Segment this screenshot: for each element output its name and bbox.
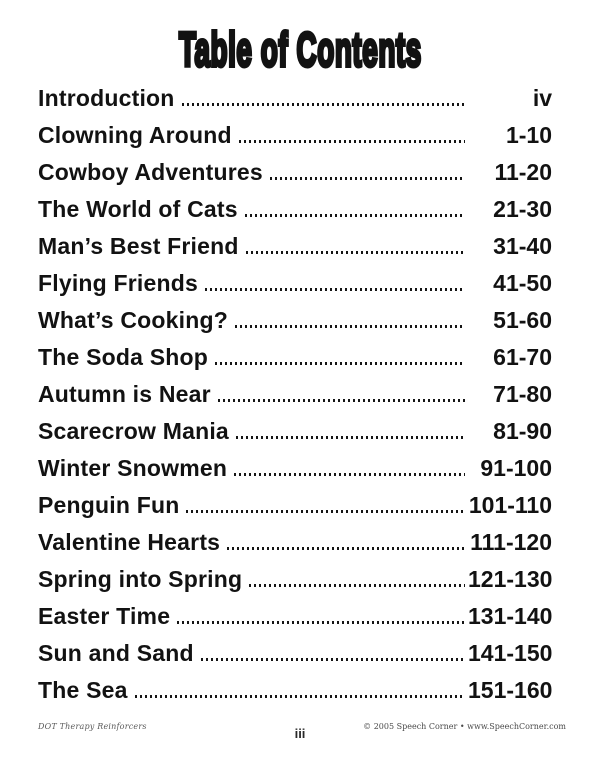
toc-entry-label: Spring into Spring (38, 566, 243, 592)
toc-entry-label: Easter Time (38, 603, 171, 629)
toc-entry-label: The Soda Shop (38, 344, 208, 370)
toc-entry-pages: 61-70 (493, 344, 552, 370)
toc-entry: Sun and Sand 141-150 (38, 640, 552, 677)
toc-entry-label: Autumn is Near (38, 381, 211, 407)
dot-leader (177, 621, 465, 624)
dot-leader (245, 251, 465, 254)
dot-leader (269, 177, 465, 180)
dot-leader (200, 658, 465, 661)
toc-entry-pages: 91-100 (480, 455, 552, 481)
toc-entry: The Sea 151-160 (38, 677, 552, 714)
dot-leader (235, 436, 465, 439)
dot-leader (186, 510, 465, 513)
toc-entry-pages: 71-80 (493, 381, 552, 407)
toc-entry-label: Winter Snowmen (38, 455, 228, 481)
toc-entry: Introduction iv (38, 85, 552, 122)
toc-entry: Autumn is Near 71-80 (38, 381, 552, 418)
dot-leader (227, 547, 465, 550)
toc-entry: Penguin Fun 101-110 (38, 492, 552, 529)
toc-entry-label: Penguin Fun (38, 492, 180, 518)
footer-book-title: DOT Therapy Reinforcers (38, 722, 147, 731)
dot-leader (134, 695, 465, 698)
toc-entry-pages: 121-130 (468, 566, 553, 592)
dot-leader (249, 584, 465, 587)
dot-leader (217, 399, 465, 402)
page-header: Table of Contents (0, 24, 600, 77)
dot-leader (234, 473, 465, 476)
toc-entry-pages: 131-140 (468, 603, 553, 629)
toc-entry: What’s Cooking? 51-60 (38, 307, 552, 344)
toc-entry-pages: 101-110 (468, 492, 552, 518)
toc-entry-pages: 141-150 (468, 640, 553, 666)
dot-leader (204, 288, 465, 291)
toc-entry: Man’s Best Friend 31-40 (38, 233, 552, 270)
toc-entry-label: Scarecrow Mania (38, 418, 229, 444)
toc-entry: Easter Time 131-140 (38, 603, 552, 640)
toc-entry-label: The Sea (38, 677, 128, 703)
dot-leader (234, 325, 465, 328)
dot-leader (215, 362, 465, 365)
toc-entry-pages: iv (532, 85, 552, 111)
toc-entry-pages: 31-40 (493, 233, 552, 259)
footer: DOT Therapy Reinforcers © 2005 Speech Co… (38, 722, 566, 731)
toc-entry: Spring into Spring 121-130 (38, 566, 552, 603)
toc-entry: Scarecrow Mania 81-90 (38, 418, 552, 455)
toc-entry-label: What’s Cooking? (38, 307, 228, 333)
toc-entry: Flying Friends 41-50 (38, 270, 552, 307)
toc-entry: Cowboy Adventures 11-20 (38, 159, 552, 196)
toc-entry: Valentine Hearts 111-120 (38, 529, 552, 566)
dot-leader (244, 214, 465, 217)
page-title: Table of Contents (177, 24, 422, 77)
toc-entry-label: The World of Cats (38, 196, 238, 222)
toc-list: Introduction iv Clowning Around 1-10 Cow… (38, 85, 552, 714)
toc-entry-pages: 21-30 (493, 196, 552, 222)
toc-entry-label: Man’s Best Friend (38, 233, 239, 259)
toc-entry: Clowning Around 1-10 (38, 122, 552, 159)
footer-copyright: © 2005 Speech Corner • www.SpeechCorner.… (363, 722, 566, 731)
toc-entry-pages: 51-60 (493, 307, 552, 333)
toc-entry-label: Sun and Sand (38, 640, 194, 666)
toc-entry-label: Flying Friends (38, 270, 198, 296)
toc-entry: The World of Cats 21-30 (38, 196, 552, 233)
toc-entry-label: Clowning Around (38, 122, 232, 148)
toc-entry-pages: 1-10 (505, 122, 552, 148)
toc-entry-pages: 81-90 (493, 418, 552, 444)
toc-entry-label: Introduction (38, 85, 175, 111)
toc-entry-label: Cowboy Adventures (38, 159, 263, 185)
toc-entry-pages: 111-120 (470, 529, 552, 555)
toc-entry: Winter Snowmen 91-100 (38, 455, 552, 492)
toc-entry-label: Valentine Hearts (38, 529, 221, 555)
dot-leader (238, 140, 465, 143)
toc-entry-pages: 11-20 (494, 159, 552, 185)
toc-entry-pages: 41-50 (493, 270, 552, 296)
toc-entry: The Soda Shop 61-70 (38, 344, 552, 381)
dot-leader (181, 103, 465, 106)
toc-entry-pages: 151-160 (468, 677, 553, 703)
page-number: iii (294, 726, 306, 741)
